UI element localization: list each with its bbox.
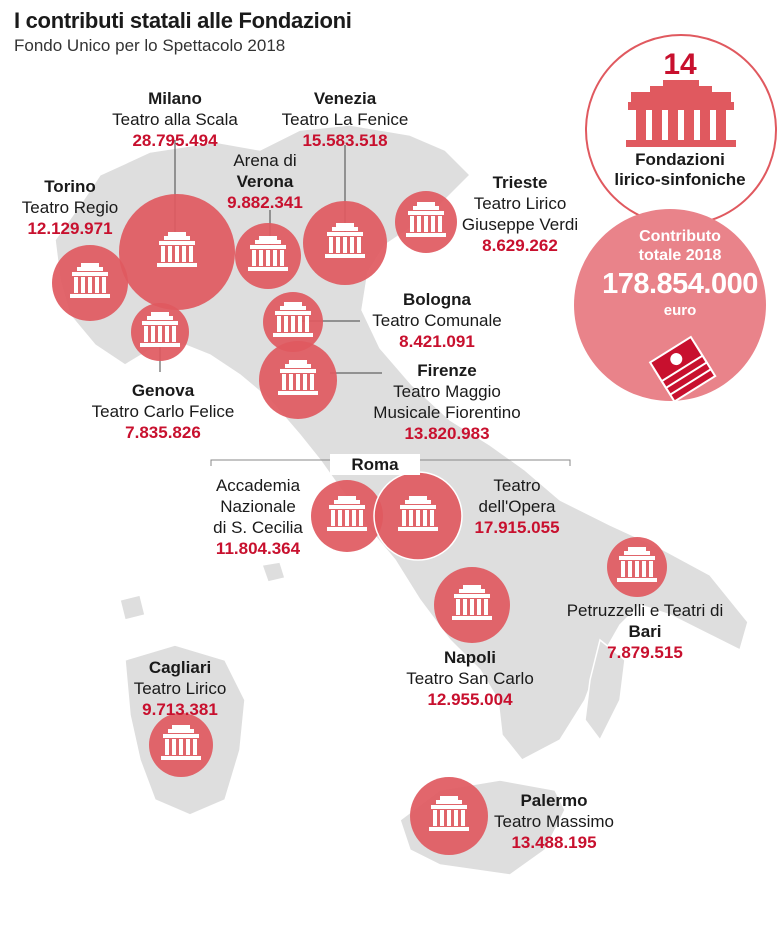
total-label: Contributo totale 2018 bbox=[638, 228, 722, 264]
bubble-palermo[interactable] bbox=[410, 777, 488, 855]
label-torino: Torino Teatro Regio 12.129.971 bbox=[21, 177, 119, 238]
label-venezia: Venezia Teatro La Fenice 15.583.518 bbox=[281, 89, 409, 150]
label-verona: Arena di Verona 9.882.341 bbox=[227, 151, 303, 212]
bubble-cagliari[interactable] bbox=[149, 713, 213, 777]
bubble-trieste[interactable] bbox=[395, 191, 457, 253]
label-napoli: Napoli Teatro San Carlo 12.955.004 bbox=[406, 648, 534, 709]
label-milano: Milano Teatro alla Scala 28.795.494 bbox=[112, 89, 238, 150]
total-value: 178.854.000 bbox=[602, 268, 758, 300]
bubble-firenze[interactable] bbox=[259, 341, 337, 419]
banknotes-icon bbox=[648, 335, 717, 403]
bubble-bologna[interactable] bbox=[263, 292, 323, 352]
label-trieste: Trieste Teatro Lirico Giuseppe Verdi 8.6… bbox=[461, 173, 579, 255]
label-roma: Roma bbox=[330, 454, 420, 475]
foundations-count: 14 bbox=[663, 48, 697, 81]
bubble-napoli[interactable] bbox=[434, 567, 510, 643]
label-bari: Petruzzelli e Teatri di Bari 7.879.515 bbox=[566, 601, 724, 662]
label-roma-cecilia: Accademia Nazionale di S. Cecilia 11.804… bbox=[213, 476, 303, 558]
bubble-bari[interactable] bbox=[607, 537, 667, 597]
bubble-milano[interactable] bbox=[119, 194, 235, 310]
bubble-venezia[interactable] bbox=[303, 201, 387, 285]
label-genova: Genova Teatro Carlo Felice 7.835.826 bbox=[91, 381, 235, 442]
label-bologna: Bologna Teatro Comunale 8.421.091 bbox=[372, 290, 502, 351]
page-title: I contributi statali alle Fondazioni bbox=[14, 8, 352, 33]
bubble-torino[interactable] bbox=[52, 245, 128, 321]
bubble-roma-opera[interactable] bbox=[373, 471, 463, 561]
bubble-verona[interactable] bbox=[235, 223, 301, 289]
bubble-genova[interactable] bbox=[131, 303, 189, 361]
page-subtitle: Fondo Unico per lo Spettacolo 2018 bbox=[14, 36, 286, 55]
foundations-count-label: Fondazioni lirico-sinfoniche bbox=[614, 150, 746, 189]
total-contribution-circle bbox=[574, 209, 766, 401]
label-roma-opera: Teatro dell'Opera 17.915.055 bbox=[474, 476, 560, 537]
label-firenze: Firenze Teatro Maggio Musicale Fiorentin… bbox=[373, 361, 521, 443]
total-unit: euro bbox=[663, 302, 697, 319]
foundations-building-icon bbox=[626, 80, 736, 147]
label-palermo: Palermo Teatro Massimo 13.488.195 bbox=[494, 791, 614, 852]
label-cagliari: Cagliari Teatro Lirico 9.713.381 bbox=[133, 658, 227, 719]
bubble-roma-cecilia[interactable] bbox=[311, 480, 383, 552]
